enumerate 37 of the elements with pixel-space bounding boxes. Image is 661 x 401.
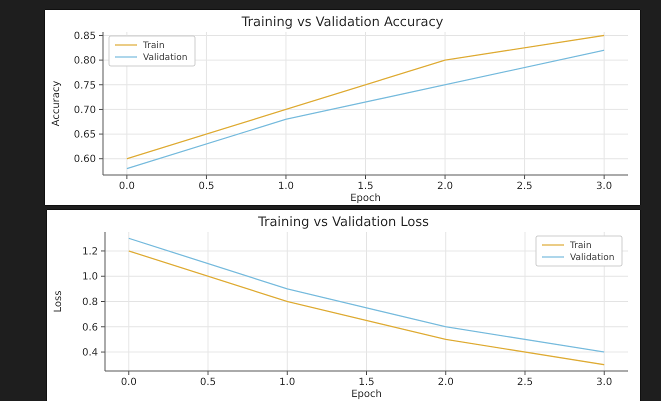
x-tick-label: 2.0 xyxy=(438,377,454,388)
x-tick-label: 1.0 xyxy=(278,181,294,192)
chart-title: Training vs Validation Accuracy xyxy=(240,15,444,30)
x-tick-label: 3.0 xyxy=(596,181,612,192)
x-tick-label: 2.5 xyxy=(516,181,533,192)
x-tick-label: 2.5 xyxy=(517,377,533,388)
y-tick-label: 0.75 xyxy=(74,80,96,92)
y-tick-label: 1.2 xyxy=(82,246,98,258)
y-tick-label: 0.80 xyxy=(74,56,96,67)
x-tick-label: 1.0 xyxy=(279,377,296,388)
y-tick-label: 0.4 xyxy=(82,348,98,359)
legend-label: Validation xyxy=(570,253,614,264)
x-tick-label: 1.5 xyxy=(358,181,374,192)
x-tick-label: 0.0 xyxy=(118,181,135,192)
y-axis-title: Accuracy xyxy=(51,80,62,126)
x-tick-label: 2.0 xyxy=(437,181,453,192)
y-tick-label: 0.70 xyxy=(74,104,96,116)
legend-label: Train xyxy=(142,41,165,52)
y-tick-label: 0.60 xyxy=(74,154,96,166)
x-tick-label: 0.0 xyxy=(120,377,137,388)
x-axis-title: Epoch xyxy=(351,389,382,400)
line-series xyxy=(126,34,605,160)
x-axis-title: Epoch xyxy=(350,193,381,204)
y-tick-label: 0.6 xyxy=(82,322,98,334)
y-tick-label: 0.85 xyxy=(74,30,96,42)
legend-label: Train xyxy=(569,241,592,252)
y-tick-label: 0.65 xyxy=(74,130,96,141)
x-tick-label: 0.5 xyxy=(198,181,214,192)
x-tick-label: 0.5 xyxy=(200,377,216,388)
y-tick-label: 0.8 xyxy=(82,297,98,308)
y-axis-title: Loss xyxy=(53,290,64,312)
legend-label: Validation xyxy=(143,53,188,64)
y-tick-label: 1.0 xyxy=(82,272,98,283)
x-tick-label: 1.5 xyxy=(358,377,374,388)
chart-title: Training vs Validation Loss xyxy=(257,215,430,230)
line-series xyxy=(126,50,605,170)
x-tick-label: 3.0 xyxy=(596,377,612,388)
